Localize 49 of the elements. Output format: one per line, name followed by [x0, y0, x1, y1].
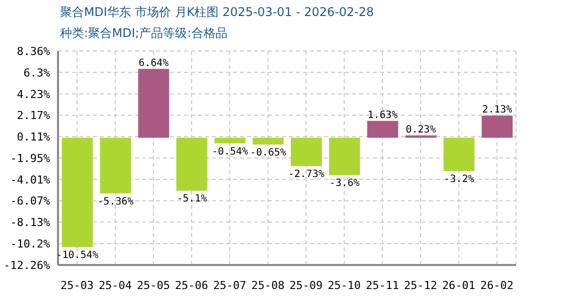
data-label: -2.73% [288, 169, 324, 180]
bar [367, 120, 398, 138]
y-tick-label: -12.26% [4, 258, 50, 272]
data-label: 6.64% [138, 58, 169, 69]
data-label: -0.65% [250, 148, 286, 159]
y-tick-label: -6.07% [10, 194, 50, 208]
data-label: -5.1% [176, 194, 207, 205]
bar [138, 68, 170, 138]
data-label: -10.54% [56, 250, 98, 262]
x-tick-label: 26-01 [442, 278, 476, 292]
bar [214, 138, 246, 144]
data-label: -0.54% [212, 146, 248, 158]
data-label: -5.36% [97, 196, 134, 208]
bar [290, 138, 322, 166]
x-tick-label: 25-09 [290, 278, 323, 292]
y-tick-label: 2.17% [16, 109, 50, 122]
y-tick-label: 0.11% [16, 130, 50, 144]
x-tick-label: 25-07 [213, 278, 246, 292]
data-label: 1.63% [368, 110, 398, 121]
y-tick-label: -1.95% [10, 152, 50, 165]
bar [100, 138, 131, 194]
x-tick-label: 25-06 [175, 278, 208, 292]
x-tick-label: 26-02 [480, 278, 514, 292]
bar [482, 116, 513, 138]
bar [252, 138, 284, 145]
data-label: 0.23% [406, 124, 436, 136]
x-tick-label: 25-03 [60, 278, 94, 292]
bar [405, 135, 436, 138]
x-tick-label: 25-12 [404, 278, 438, 292]
bar [62, 138, 93, 248]
y-tick-label: -8.13% [10, 216, 50, 230]
x-tick-label: 25-11 [366, 278, 399, 292]
y-tick-label: 4.23% [16, 88, 50, 101]
data-label: -3.2% [444, 174, 474, 185]
bar [443, 138, 474, 171]
x-tick-label: 25-10 [328, 278, 361, 292]
x-tick-label: 25-05 [136, 278, 170, 292]
chart-subtitle: 种类:聚合MDI;产品等级:合格品 [60, 25, 228, 42]
y-tick-label: -10.2% [10, 238, 50, 251]
data-label: 2.13% [482, 104, 512, 116]
bar [328, 138, 360, 176]
y-tick-label: 8.36% [16, 44, 50, 58]
x-tick-label: 25-04 [98, 278, 132, 292]
x-tick-label: 25-08 [251, 278, 284, 292]
y-tick-label: -4.01% [10, 173, 50, 186]
y-tick-label: 6.3% [24, 66, 50, 80]
data-label: -3.6% [329, 178, 360, 190]
chart-title: 聚合MDI华东 市场价 月K柱图 2025-03-01 - 2026-02-28 [60, 4, 374, 21]
bar [176, 138, 208, 191]
